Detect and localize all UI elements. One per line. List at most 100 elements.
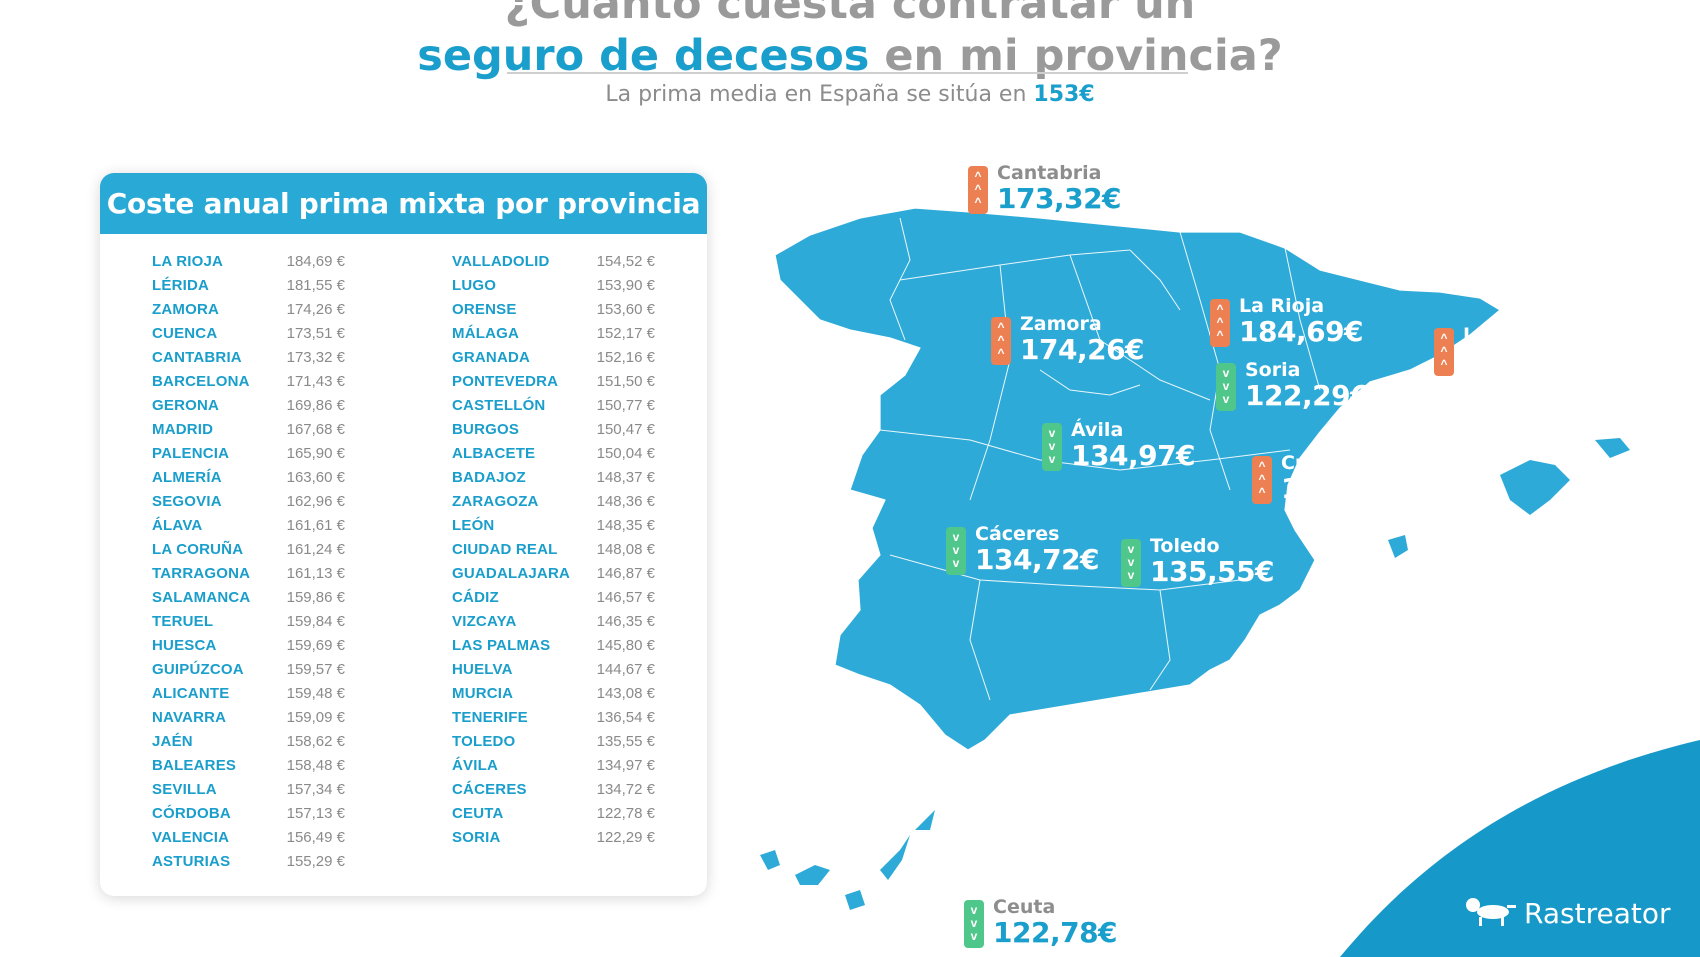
province-name: BADAJOZ: [452, 469, 526, 486]
table-row: VALLADOLID 154,52 €: [452, 253, 655, 277]
map-label-name: Ceuta: [993, 896, 1056, 918]
table-column-left: LA RIOJA 184,69 € LÉRIDA 181,55 € ZAMORA 174,…: [152, 253, 345, 877]
brand-name: Rastreator: [1524, 897, 1671, 930]
map-label-amount: 134,97€: [1071, 439, 1196, 472]
province-name: SEVILLA: [152, 781, 217, 798]
map-label-amount: 135,55€: [1150, 555, 1275, 588]
province-value: 151,50 €: [596, 373, 655, 390]
map-label-amount: 184,69€: [1239, 315, 1364, 348]
table-row: VALENCIA 156,49 €: [152, 829, 345, 853]
arrow-up-icon: ^ ^ ^: [1252, 456, 1272, 504]
table-title: Coste anual prima mixta por provincia: [100, 173, 707, 234]
province-name: ORENSE: [452, 301, 517, 318]
table-row: ALMERÍA 163,60 €: [152, 469, 345, 493]
province-value: 159,86 €: [286, 589, 345, 606]
province-value: 184,69 €: [286, 253, 345, 270]
map-label-name: Lérida: [1463, 324, 1531, 346]
province-value: 159,09 €: [286, 709, 345, 726]
map-label-amount: 122,78€: [993, 916, 1118, 949]
province-name: SALAMANCA: [152, 589, 251, 606]
island-canary-2: [795, 865, 830, 885]
map-label-name: Ávila: [1071, 419, 1124, 441]
province-name: BALEARES: [152, 757, 237, 774]
province-name: NAVARRA: [152, 709, 227, 726]
province-name: CÁDIZ: [452, 589, 499, 606]
region-border: [1284, 247, 1321, 391]
region-border: [1039, 369, 1141, 396]
province-value: 161,24 €: [286, 541, 345, 558]
island-canary-4: [880, 835, 910, 880]
table-row: TERUEL 159,84 €: [152, 613, 345, 637]
province-name: LA RIOJA: [152, 253, 224, 270]
province-value: 136,54 €: [596, 709, 655, 726]
map-label-amount: 122,29€: [1245, 379, 1370, 412]
table-row: VIZCAYA 146,35 €: [452, 613, 655, 637]
island-canary-3: [845, 890, 865, 910]
province-name: TERUEL: [152, 613, 214, 630]
province-value: 169,86 €: [286, 397, 345, 414]
table-row: GUADALAJARA 146,87 €: [452, 565, 655, 589]
table-row: CASTELLÓN 150,77 €: [452, 397, 655, 421]
province-value: 161,61 €: [286, 517, 345, 534]
province-value: 161,13 €: [286, 565, 345, 582]
table-row: GERONA 169,86 €: [152, 397, 345, 421]
table-row: SALAMANCA 159,86 €: [152, 589, 345, 613]
province-name: MADRID: [152, 421, 214, 438]
province-name: CIUDAD REAL: [452, 541, 558, 558]
map-label-name: Zamora: [1020, 313, 1102, 335]
province-name: PALENCIA: [152, 445, 230, 462]
island-canary-5: [915, 810, 935, 830]
province-name: GUADALAJARA: [452, 565, 571, 582]
province-value: 181,55 €: [286, 277, 345, 294]
province-value: 167,68 €: [286, 421, 345, 438]
table-row: LUGO 153,90 €: [452, 277, 655, 301]
table-row: CÁCERES 134,72 €: [452, 781, 655, 805]
province-name: LÉRIDA: [152, 277, 210, 294]
map-label-name: Cuenca: [1281, 452, 1359, 474]
map-label-amount: 174,26€: [1020, 333, 1145, 366]
province-value: 165,90 €: [286, 445, 345, 462]
table-row: SEVILLA 157,34 €: [152, 781, 345, 805]
province-name: ÁVILA: [452, 757, 498, 774]
province-value: 152,16 €: [596, 349, 655, 366]
province-value: 148,37 €: [596, 469, 655, 486]
province-value: 159,57 €: [286, 661, 345, 678]
region-border: [1149, 589, 1171, 691]
province-value: 134,97 €: [596, 757, 655, 774]
province-value: 155,29 €: [286, 853, 345, 870]
province-value: 173,51 €: [286, 325, 345, 342]
province-name: VIZCAYA: [452, 613, 517, 630]
map-label-amount: 134,72€: [975, 543, 1100, 576]
table-row: LEÓN 148,35 €: [452, 517, 655, 541]
island-menorca: [1595, 438, 1630, 458]
province-name: ASTURIAS: [152, 853, 231, 870]
title-line2: seguro de decesos en mi provincia?: [0, 30, 1700, 82]
province-value: 145,80 €: [596, 637, 655, 654]
table-row: TOLEDO 135,55 €: [452, 733, 655, 757]
province-name: ALMERÍA: [152, 469, 222, 486]
province-value: 153,60 €: [596, 301, 655, 318]
arrow-up-icon: ^ ^ ^: [968, 166, 988, 214]
province-value: 159,84 €: [286, 613, 345, 630]
province-value: 134,72 €: [596, 781, 655, 798]
table-row: PALENCIA 165,90 €: [152, 445, 345, 469]
table-row: BALEARES 158,48 €: [152, 757, 345, 781]
province-value: 153,90 €: [596, 277, 655, 294]
province-value: 157,34 €: [286, 781, 345, 798]
province-name: CÓRDOBA: [152, 805, 231, 822]
table-row: LÉRIDA 181,55 €: [152, 277, 345, 301]
province-name: TARRAGONA: [152, 565, 251, 582]
table-row: MADRID 167,68 €: [152, 421, 345, 445]
province-name: CÁCERES: [452, 781, 527, 798]
table-row: ALBACETE 150,04 €: [452, 445, 655, 469]
table-row: ALICANTE 159,48 €: [152, 685, 345, 709]
map-label-name: Soria: [1245, 359, 1301, 381]
table-row: CIUDAD REAL 148,08 €: [452, 541, 655, 565]
table-row: ORENSE 153,60 €: [452, 301, 655, 325]
dog-logo-icon: [1466, 898, 1516, 926]
province-name: GUIPÚZCOA: [152, 661, 244, 678]
province-name: TENERIFE: [452, 709, 528, 726]
province-name: HUESCA: [152, 637, 217, 654]
